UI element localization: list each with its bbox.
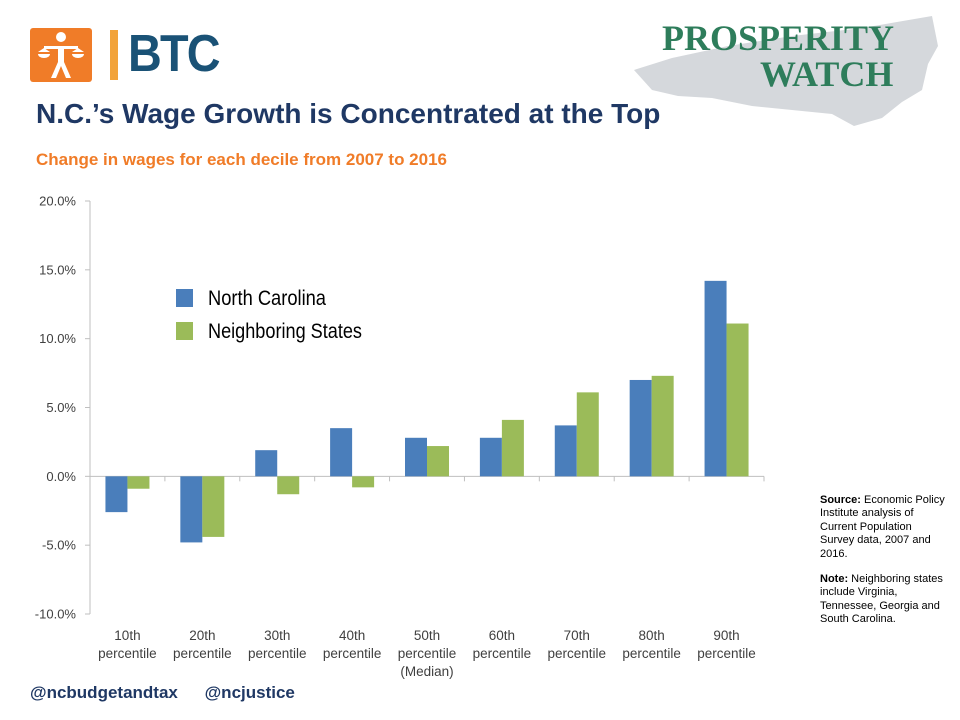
x-category-label: 30th bbox=[264, 628, 290, 643]
bar-north-carolina bbox=[479, 437, 502, 477]
source-text: Economic Policy Institute analysis of Cu… bbox=[820, 494, 945, 560]
x-category-label: percentile bbox=[473, 646, 532, 661]
bar-north-carolina bbox=[405, 437, 427, 477]
x-category-label: 60th bbox=[489, 628, 515, 643]
x-category-label: 50th bbox=[414, 628, 440, 643]
bar-north-carolina bbox=[629, 379, 652, 477]
nc-state-map-icon bbox=[634, 16, 938, 126]
watch-line-2: WATCH bbox=[760, 54, 894, 94]
bar-neighboring-states bbox=[127, 476, 150, 489]
y-tick-label: -10.0% bbox=[35, 607, 77, 622]
watch-line-1: PROSPERITY bbox=[662, 18, 895, 58]
x-category-label: 70th bbox=[564, 628, 590, 643]
bar-neighboring-states bbox=[576, 392, 599, 477]
x-category-label: percentile bbox=[548, 646, 607, 661]
x-category-label: percentile bbox=[398, 646, 457, 661]
note-label: Note: bbox=[820, 573, 849, 586]
handle-ncjustice[interactable]: @ncjustice bbox=[204, 683, 295, 702]
legend-swatch bbox=[176, 322, 193, 340]
x-category-label: percentile bbox=[173, 646, 232, 661]
wage-growth-chart: 20.0% 15.0% 10.0% 5.0% 0.0% -5.0% -10.0% 10th pe… bbox=[35, 194, 765, 679]
x-category-label: (Median) bbox=[400, 664, 453, 679]
bar-north-carolina bbox=[105, 476, 128, 513]
bar-neighboring-states bbox=[202, 476, 225, 537]
x-category-label: percentile bbox=[697, 646, 756, 661]
page-title: N.C.’s Wage Growth is Concentrated at th… bbox=[36, 98, 661, 129]
bar-neighboring-states bbox=[277, 476, 300, 495]
bar-neighboring-states bbox=[651, 375, 674, 477]
y-tick-label: -5.0% bbox=[42, 538, 76, 553]
bar-north-carolina bbox=[330, 428, 353, 477]
bar-north-carolina bbox=[554, 425, 577, 477]
justice-figure-icon bbox=[30, 28, 92, 82]
y-tick-label: 20.0% bbox=[39, 194, 76, 209]
prosperity-watch-logo: PROSPERITY WATCH bbox=[632, 6, 942, 128]
social-handles: @ncbudgetandtax @ncjustice bbox=[30, 683, 317, 703]
x-category-label: percentile bbox=[323, 646, 382, 661]
x-category-label: 20th bbox=[189, 628, 215, 643]
legend-label: North Carolina bbox=[208, 287, 326, 310]
x-category-label: 10th bbox=[114, 628, 140, 643]
bar-north-carolina bbox=[255, 450, 278, 477]
source-paragraph: Source: Economic Policy Institute analys… bbox=[820, 494, 948, 561]
handle-ncbudgetandtax[interactable]: @ncbudgetandtax bbox=[30, 683, 178, 702]
legend-label: Neighboring States bbox=[208, 320, 362, 343]
chart-subtitle: Change in wages for each decile from 200… bbox=[36, 150, 447, 169]
bar-neighboring-states bbox=[352, 476, 375, 488]
note-text: Neighboring states include Virginia, Ten… bbox=[820, 573, 943, 626]
legend-swatch bbox=[176, 289, 193, 307]
x-category-label: 90th bbox=[713, 628, 739, 643]
source-label: Source: bbox=[820, 494, 861, 506]
btc-logo: BTC bbox=[30, 25, 230, 84]
y-tick-label: 5.0% bbox=[46, 400, 76, 415]
logo-divider bbox=[110, 30, 118, 80]
x-category-label: percentile bbox=[622, 646, 681, 661]
y-tick-label: 15.0% bbox=[39, 262, 76, 277]
bar-north-carolina bbox=[704, 280, 727, 477]
x-category-label: percentile bbox=[98, 646, 157, 661]
y-tick-label: 0.0% bbox=[46, 469, 76, 484]
bar-north-carolina bbox=[180, 476, 203, 543]
x-category-label: 40th bbox=[339, 628, 365, 643]
x-category-label: 80th bbox=[639, 628, 665, 643]
y-tick-label: 10.0% bbox=[39, 331, 76, 346]
bar-neighboring-states bbox=[726, 323, 749, 477]
x-category-label: percentile bbox=[248, 646, 307, 661]
source-note: Source: Economic Policy Institute analys… bbox=[820, 494, 948, 639]
bar-neighboring-states bbox=[427, 446, 449, 477]
note-paragraph: Note: Neighboring states include Virgini… bbox=[820, 573, 948, 627]
bar-neighboring-states bbox=[501, 419, 524, 477]
logo-text: BTC bbox=[128, 25, 221, 83]
